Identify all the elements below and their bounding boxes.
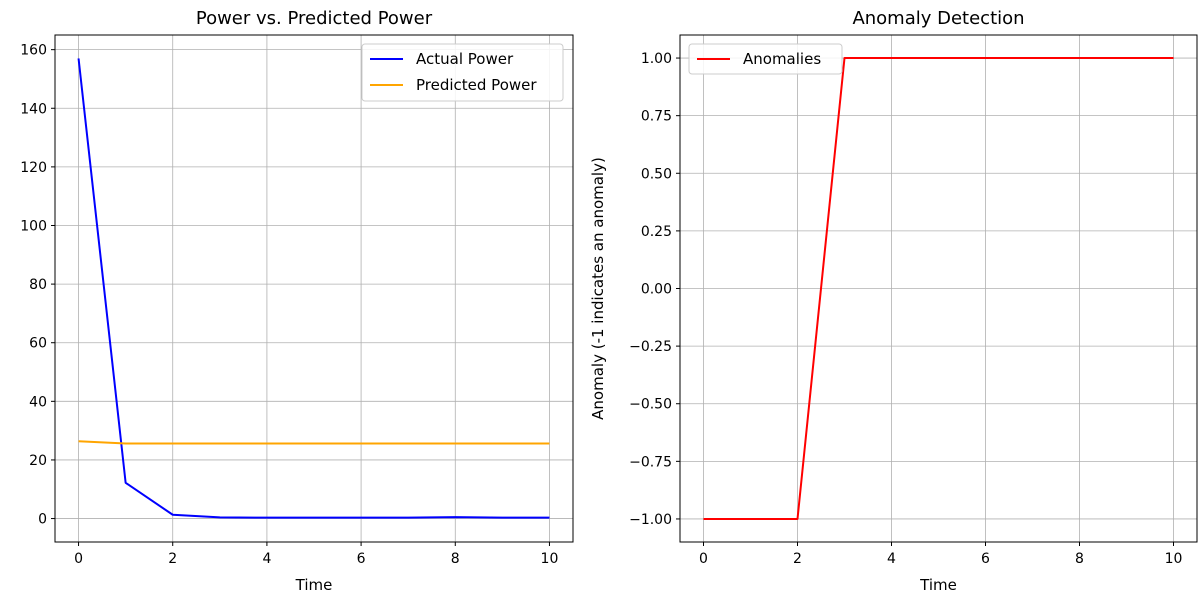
x-tick-label: 4 <box>887 551 896 567</box>
legend-label: Actual Power <box>416 50 514 68</box>
y-tick-label: 40 <box>29 394 47 410</box>
y-tick-label: 160 <box>20 43 47 59</box>
legend-label: Anomalies <box>743 50 821 68</box>
x-tick-label: 6 <box>981 551 990 567</box>
y-tick-label: 120 <box>20 160 47 176</box>
x-tick-label: 8 <box>1075 551 1084 567</box>
y-tick-label: −0.75 <box>629 454 672 470</box>
series-line-2 <box>78 440 550 445</box>
y-tick-label: 0.25 <box>641 224 672 240</box>
x-tick-label: 8 <box>451 551 460 567</box>
x-tick-label: 2 <box>168 551 177 567</box>
legend: Actual Power Predicted Power <box>361 43 564 102</box>
x-tick-label: 0 <box>74 551 83 567</box>
legend-box <box>688 43 843 75</box>
x-tick-label: 10 <box>1165 551 1183 567</box>
y-tick-label: 140 <box>20 101 47 117</box>
legend-box <box>361 43 564 102</box>
y-tick-label: 20 <box>29 453 47 469</box>
y-tick-label: 0.00 <box>641 282 672 298</box>
y-tick-label: 80 <box>29 277 47 293</box>
y-axis-label: Anomaly (-1 indicates an anomaly) <box>589 157 607 420</box>
x-tick-label: 6 <box>357 551 366 567</box>
y-tick-label: 100 <box>20 218 47 234</box>
x-tick-label: 2 <box>793 551 802 567</box>
x-tick-label: 4 <box>262 551 271 567</box>
y-tick-label: 1.00 <box>641 51 672 67</box>
chart-title: Anomaly Detection <box>852 8 1024 29</box>
series-line-1 <box>77 58 550 519</box>
x-tick-label: 10 <box>541 551 559 567</box>
legend: Anomalies <box>688 43 843 75</box>
y-tick-label: 60 <box>29 336 47 352</box>
chart-title: Power vs. Predicted Power <box>196 8 433 29</box>
y-tick-label: −0.25 <box>629 339 672 355</box>
y-tick-label: −0.50 <box>629 397 672 413</box>
plot-frame <box>54 34 574 543</box>
gridlines <box>55 35 573 542</box>
series-line-1 <box>703 57 1174 520</box>
y-tick-label: −1.00 <box>629 512 672 528</box>
x-axis-label: Time <box>919 576 957 594</box>
x-axis-label: Time <box>295 576 333 594</box>
gridlines <box>680 35 1197 542</box>
legend-label: Predicted Power <box>416 76 537 94</box>
x-tick-label: 0 <box>699 551 708 567</box>
y-tick-label: 0.75 <box>641 109 672 125</box>
y-tick-label: 0.50 <box>641 166 672 182</box>
chart-anomaly-detection: 0 2 4 6 8 10 −1.00 −0.75 −0.50 −0.25 0.00 0.25 0.50 0… <box>589 8 1198 594</box>
y-tick-label: 0 <box>38 512 47 528</box>
